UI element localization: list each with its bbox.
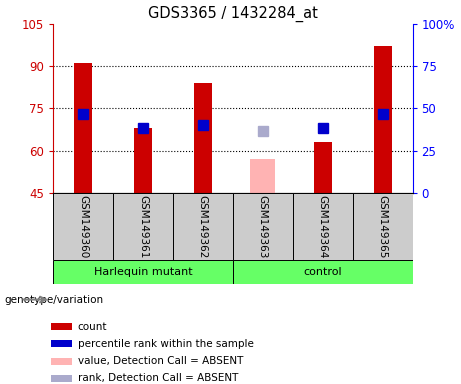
- Text: genotype/variation: genotype/variation: [5, 295, 104, 305]
- Bar: [250, 159, 275, 193]
- Text: GSM149365: GSM149365: [378, 195, 388, 258]
- Bar: [233, 260, 413, 284]
- Text: count: count: [78, 322, 107, 332]
- Text: GSM149361: GSM149361: [138, 195, 148, 258]
- Text: GSM149364: GSM149364: [318, 195, 328, 258]
- Bar: [134, 128, 152, 193]
- Bar: [373, 46, 392, 193]
- Bar: [173, 193, 233, 260]
- Text: value, Detection Call = ABSENT: value, Detection Call = ABSENT: [78, 356, 243, 366]
- Bar: [293, 193, 353, 260]
- Text: GSM149360: GSM149360: [78, 195, 88, 258]
- Bar: [233, 193, 293, 260]
- Bar: [51, 375, 72, 382]
- Bar: [51, 323, 72, 330]
- Text: rank, Detection Call = ABSENT: rank, Detection Call = ABSENT: [78, 374, 238, 384]
- Bar: [53, 193, 113, 260]
- Bar: [314, 142, 332, 193]
- Bar: [51, 341, 72, 348]
- Text: GSM149362: GSM149362: [198, 195, 208, 258]
- Bar: [194, 83, 212, 193]
- Text: GSM149363: GSM149363: [258, 195, 268, 258]
- Text: percentile rank within the sample: percentile rank within the sample: [78, 339, 254, 349]
- Bar: [51, 358, 72, 365]
- Bar: [74, 63, 92, 193]
- Text: control: control: [303, 267, 342, 277]
- Bar: [353, 193, 413, 260]
- Title: GDS3365 / 1432284_at: GDS3365 / 1432284_at: [148, 6, 318, 22]
- Text: Harlequin mutant: Harlequin mutant: [94, 267, 192, 277]
- Bar: [113, 193, 173, 260]
- Bar: [53, 260, 233, 284]
